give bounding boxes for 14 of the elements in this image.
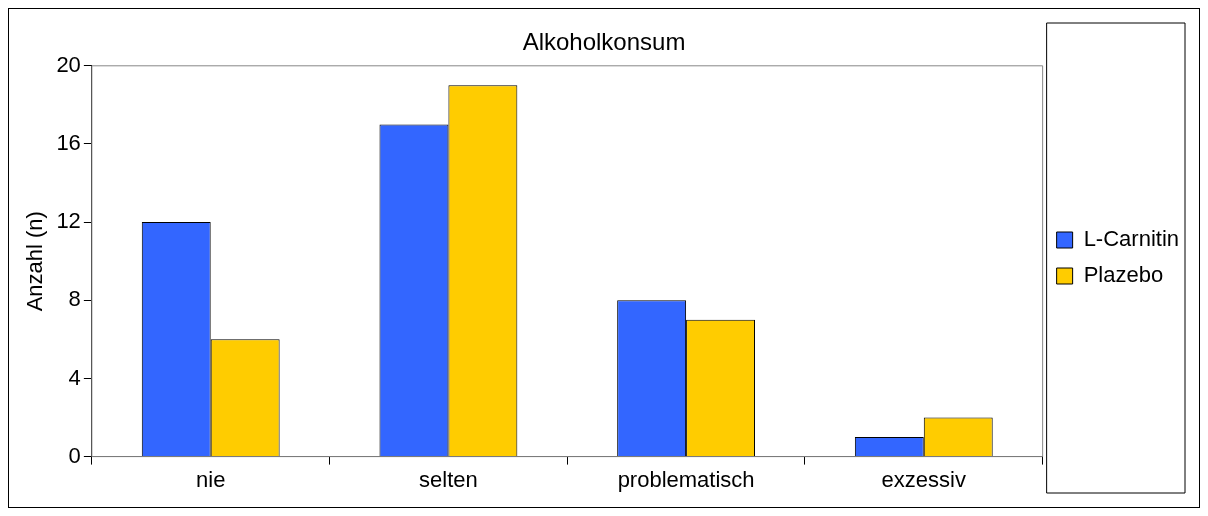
x-tick-label: exzessiv: [881, 466, 966, 492]
legend-label: L-Carnitin: [1083, 226, 1180, 252]
y-tick-label: 20: [56, 51, 81, 77]
x-tick-label: selten: [419, 466, 478, 492]
x-tick-label: nie: [196, 466, 226, 492]
y-tick-label: 4: [68, 364, 81, 390]
y-tick-label: 0: [68, 442, 81, 468]
legend-label: Plazebo: [1083, 262, 1164, 288]
y-axis-title: Anzahl (n): [22, 211, 48, 312]
y-tick-label: 12: [56, 208, 81, 234]
y-tick-label: 16: [56, 130, 81, 156]
y-tick-label: 8: [68, 286, 81, 312]
chart-title: Alkoholkonsum: [522, 28, 686, 56]
x-tick-label: problematisch: [617, 466, 755, 492]
